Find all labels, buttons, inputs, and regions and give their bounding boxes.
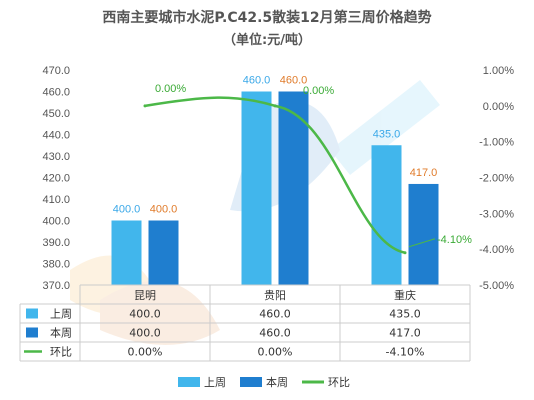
right-axis: 1.00% 0.00% -1.00% -2.00% -3.00% -4.00% -5.00% (479, 65, 514, 292)
left-tick-label: 460.0 (42, 87, 70, 99)
table-header-cell: 贵阳 (264, 289, 286, 302)
bar-data-label: 417.0 (410, 167, 438, 179)
right-tick-label: -5.00% (479, 280, 514, 292)
table-cell: 460.0 (259, 327, 291, 340)
table-legend-swatch (26, 327, 38, 338)
legend-label: 本周 (266, 375, 288, 389)
legend: 上周 本周 环比 (178, 375, 350, 389)
bar-labels: 400.0 400.0 460.0 460.0 435.0 417.0 (113, 75, 438, 216)
left-tick-label: 410.0 (42, 194, 70, 206)
bar-this-week (408, 183, 439, 285)
table-cell: 0.00% (258, 346, 293, 359)
bar-data-label: 400.0 (113, 204, 141, 216)
table-row-name: 环比 (50, 346, 72, 359)
table-cell: -4.10% (386, 346, 425, 359)
table-legend-swatch (26, 308, 38, 319)
legend-swatch (240, 377, 262, 387)
bar-data-label: 400.0 (150, 204, 178, 216)
legend-swatch (178, 377, 200, 387)
left-tick-label: 390.0 (42, 237, 70, 249)
bar-data-label: 460.0 (243, 75, 271, 87)
table-cell: 417.0 (389, 327, 421, 340)
ratio-point (143, 104, 147, 108)
right-tick-label: -2.00% (479, 173, 514, 185)
ratio-data-label: 0.00% (155, 83, 186, 95)
bar-data-label: 435.0 (373, 128, 401, 140)
ratio-data-label: 0.00% (303, 85, 334, 97)
table-cell: 400.0 (129, 327, 161, 340)
ratio-label-leader (408, 238, 436, 248)
table-header-cell: 重庆 (394, 288, 416, 302)
left-tick-label: 450.0 (42, 108, 70, 120)
ratio-series-line (144, 96, 406, 254)
table-cell: 435.0 (389, 308, 421, 321)
bar-data-label: 460.0 (280, 75, 308, 87)
left-tick-label: 400.0 (42, 216, 70, 228)
bar-prev-week (111, 220, 142, 285)
table-header-cell: 昆明 (134, 289, 156, 302)
left-tick-label: 430.0 (42, 151, 70, 163)
table-row-name: 上周 (50, 308, 72, 321)
table-row-name: 本周 (50, 326, 72, 340)
bar-this-week (278, 91, 309, 285)
left-tick-label: 420.0 (42, 173, 70, 185)
table-cell: 460.0 (259, 308, 291, 321)
table-cell: 400.0 (129, 308, 161, 321)
legend-label: 环比 (328, 376, 350, 389)
left-axis: 470.0 460.0 450.0 440.0 430.0 420.0 410.0 400.0… (42, 65, 70, 292)
right-tick-label: -4.00% (479, 244, 514, 256)
ratio-point (273, 104, 277, 108)
right-tick-label: -3.00% (479, 208, 514, 220)
bar-prev-week (241, 91, 272, 285)
ratio-point (403, 251, 407, 255)
bar-this-week (148, 220, 179, 285)
ratio-data-label: -4.10% (437, 234, 472, 246)
left-tick-label: 370.0 (42, 280, 70, 292)
chart-title: 西南主要城市水泥P.C42.5散装12月第三周价格趋势 (102, 9, 431, 26)
left-tick-label: 380.0 (42, 259, 70, 271)
left-tick-label: 440.0 (42, 130, 70, 142)
right-tick-label: 0.00% (483, 101, 514, 113)
legend-label: 上周 (204, 376, 226, 389)
bars (111, 91, 439, 285)
right-tick-label: -1.00% (479, 137, 514, 149)
right-tick-label: 1.00% (483, 65, 514, 77)
ratio-line: 0.00% 0.00% -4.10% (143, 83, 472, 255)
left-tick-label: 470.0 (42, 65, 70, 77)
chart-subtitle: （单位:元/吨） (223, 32, 311, 48)
table-cell: 0.00% (128, 346, 163, 359)
bar-prev-week (371, 145, 402, 285)
